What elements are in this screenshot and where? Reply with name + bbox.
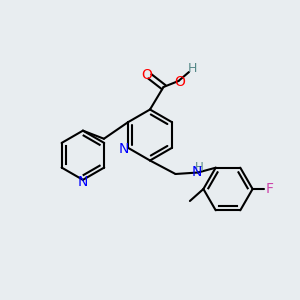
Text: N: N	[118, 142, 129, 156]
Text: H: H	[187, 62, 197, 75]
Text: F: F	[266, 182, 273, 196]
Text: O: O	[141, 68, 152, 82]
Text: H: H	[195, 160, 204, 174]
Text: O: O	[175, 76, 185, 89]
Text: N: N	[191, 166, 202, 179]
Text: N: N	[78, 175, 88, 189]
